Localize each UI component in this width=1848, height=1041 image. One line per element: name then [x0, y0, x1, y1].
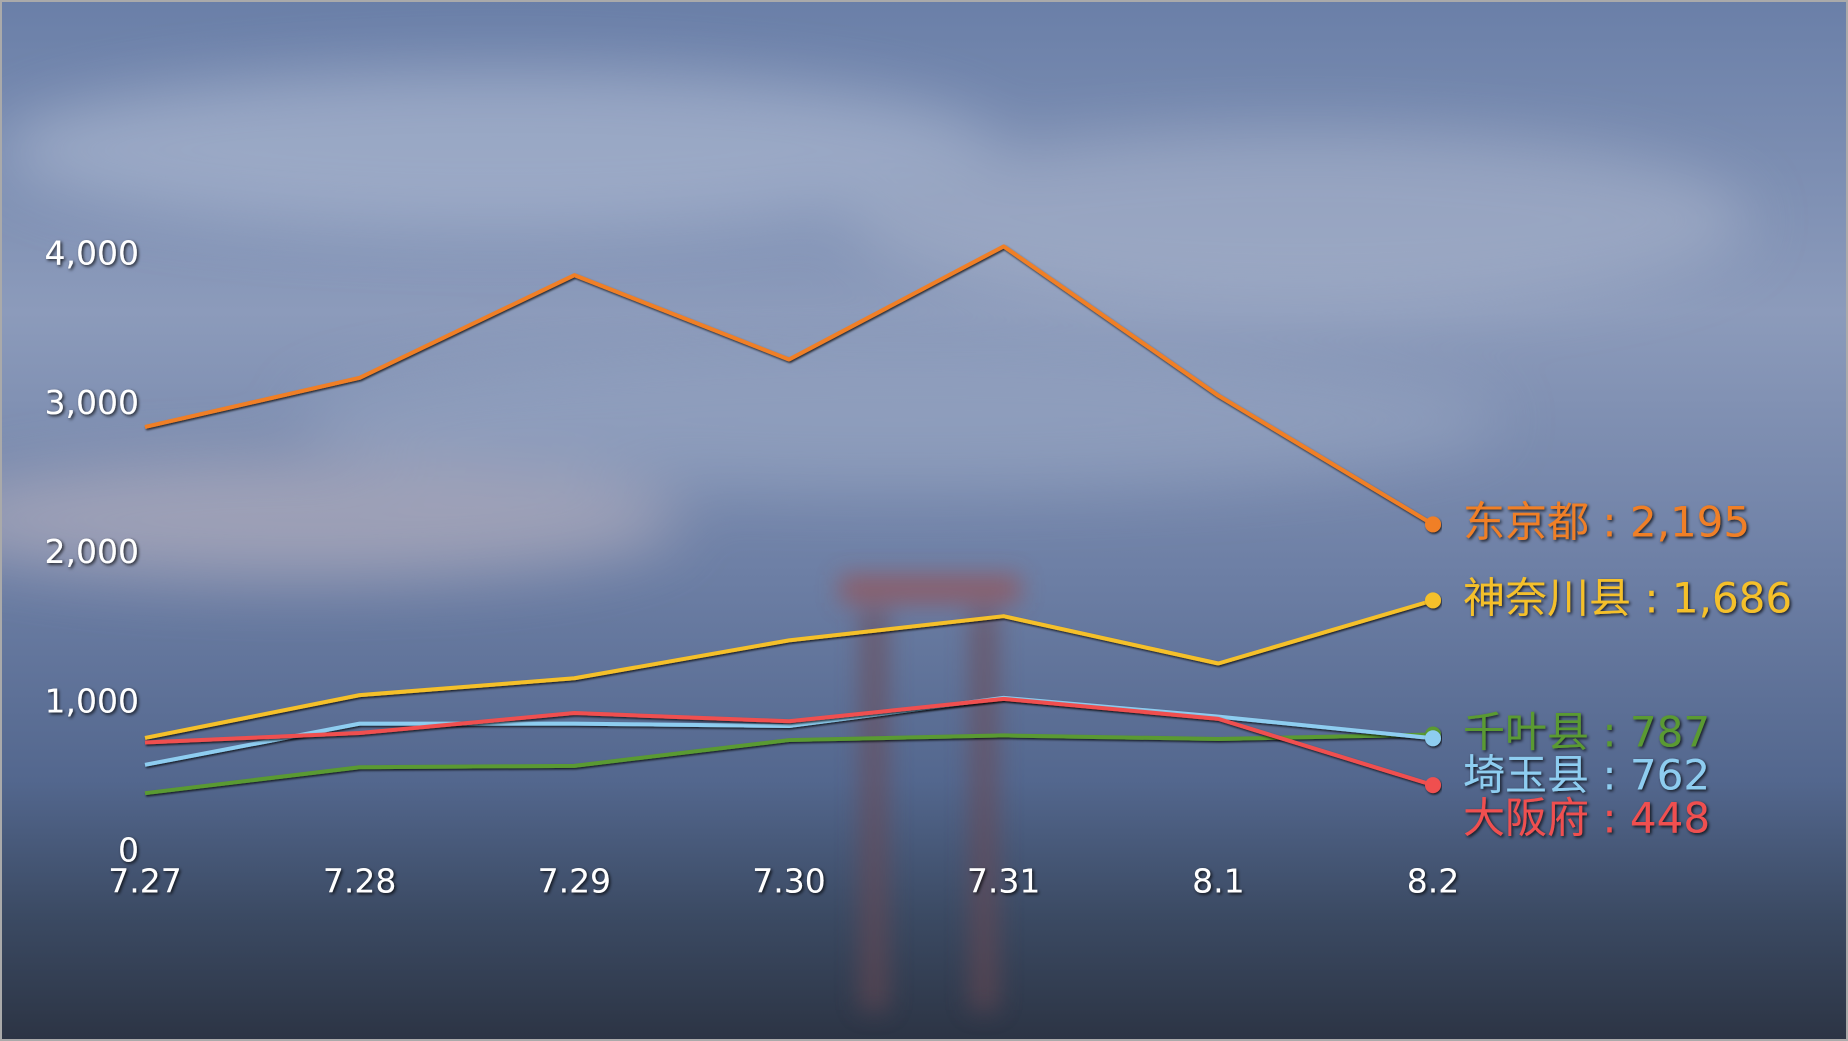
- x-tick-label: 8.1: [1192, 862, 1244, 901]
- series-line: [144, 732, 1434, 796]
- x-tick-label: 7.28: [323, 862, 396, 901]
- series-name: 东京都: [1463, 497, 1589, 546]
- end-point: [1425, 516, 1441, 533]
- end-label: 东京都 : 2,195: [1463, 497, 1750, 546]
- series-name: 大阪府: [1463, 793, 1589, 842]
- value-label: 1,686: [1672, 573, 1792, 622]
- x-tick-label: 7.31: [967, 862, 1040, 901]
- end-point: [1425, 777, 1441, 794]
- value-label: 762: [1630, 750, 1710, 799]
- end-label: 神奈川县 : 1,686: [1463, 573, 1792, 622]
- end-label: 千叶县 : 787: [1463, 707, 1710, 756]
- series-line: [144, 598, 1434, 740]
- label-separator: :: [1631, 573, 1672, 622]
- x-tick-label: 7.30: [752, 862, 825, 901]
- y-tick-label: 1,000: [45, 681, 139, 720]
- end-label: 埼玉县 : 762: [1463, 750, 1710, 799]
- label-separator: :: [1589, 750, 1630, 799]
- y-tick-label: 3,000: [45, 383, 139, 422]
- label-separator: :: [1589, 497, 1630, 546]
- label-separator: :: [1589, 793, 1630, 842]
- y-tick-label: 2,000: [45, 532, 139, 571]
- value-label: 787: [1630, 707, 1710, 756]
- series-line: [144, 695, 1434, 767]
- end-point: [1425, 730, 1441, 747]
- x-tick-label: 8.2: [1407, 862, 1459, 901]
- series-line: [144, 696, 1434, 788]
- series-line: [144, 244, 1435, 527]
- y-tick-label: 4,000: [45, 234, 139, 273]
- end-point: [1425, 592, 1441, 609]
- label-separator: :: [1589, 707, 1630, 756]
- x-tick-label: 7.27: [108, 862, 181, 901]
- value-label: 448: [1630, 793, 1710, 842]
- series-name: 千叶县: [1463, 707, 1589, 756]
- series-name: 埼玉县: [1463, 750, 1589, 799]
- value-label: 2,195: [1630, 497, 1750, 546]
- series-name: 神奈川县: [1463, 573, 1631, 622]
- y-tick-label: 0: [118, 831, 139, 870]
- x-tick-label: 7.29: [538, 862, 611, 901]
- end-label: 大阪府 : 448: [1463, 793, 1710, 842]
